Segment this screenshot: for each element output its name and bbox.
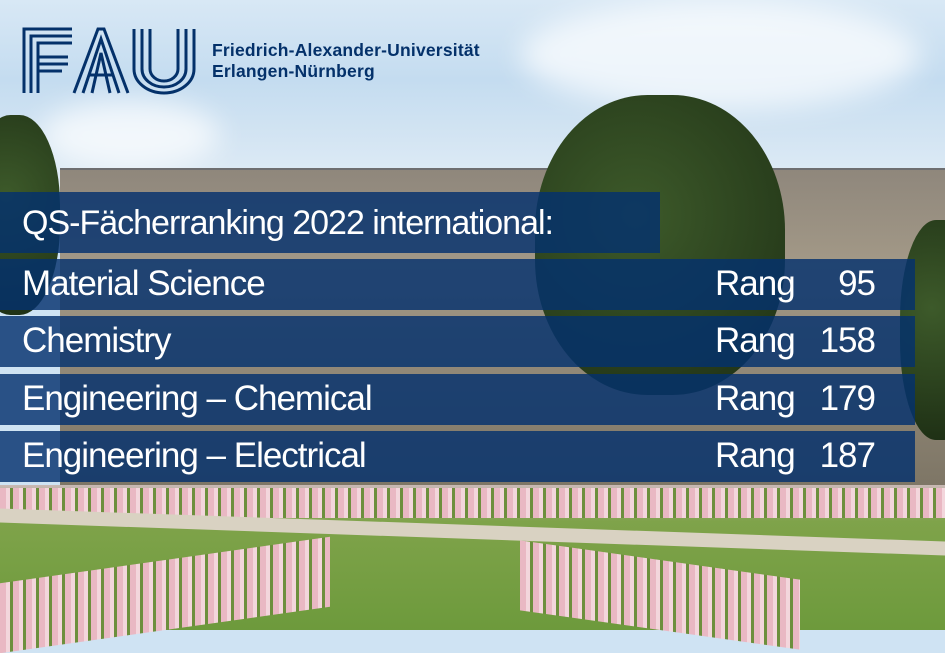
headline: QS-Fächerranking 2022 international:: [0, 192, 660, 253]
ranking-row: Engineering – Electrical Rang 187: [0, 431, 915, 482]
rank-label: Rang: [715, 321, 796, 360]
rank-label: Rang: [715, 264, 796, 303]
ranking-row: Chemistry Rang 158: [0, 316, 915, 367]
ranking-row: Material Science Rang 95: [0, 259, 915, 310]
fau-wordmark-icon: [22, 27, 196, 95]
cloud: [40, 100, 220, 170]
university-name: Friedrich-Alexander-Universität Erlangen…: [212, 40, 480, 82]
cloud: [520, 0, 920, 110]
university-name-line1: Friedrich-Alexander-Universität: [212, 40, 480, 60]
subject: Engineering – Electrical: [22, 436, 367, 475]
subject: Engineering – Chemical: [22, 379, 373, 418]
rank-value: 187: [819, 436, 876, 475]
rank-label: Rang: [715, 379, 796, 418]
ranking-row: Engineering – Chemical Rang 179: [0, 374, 915, 425]
fau-logo: Friedrich-Alexander-Universität Erlangen…: [22, 27, 480, 95]
university-name-line2: Erlangen-Nürnberg: [212, 61, 375, 81]
rank-value: 95: [838, 264, 876, 303]
rank-value: 158: [819, 321, 876, 360]
rank-label: Rang: [715, 436, 796, 475]
subject: Chemistry: [22, 321, 172, 360]
subject: Material Science: [22, 264, 266, 303]
rank-value: 179: [819, 379, 876, 418]
